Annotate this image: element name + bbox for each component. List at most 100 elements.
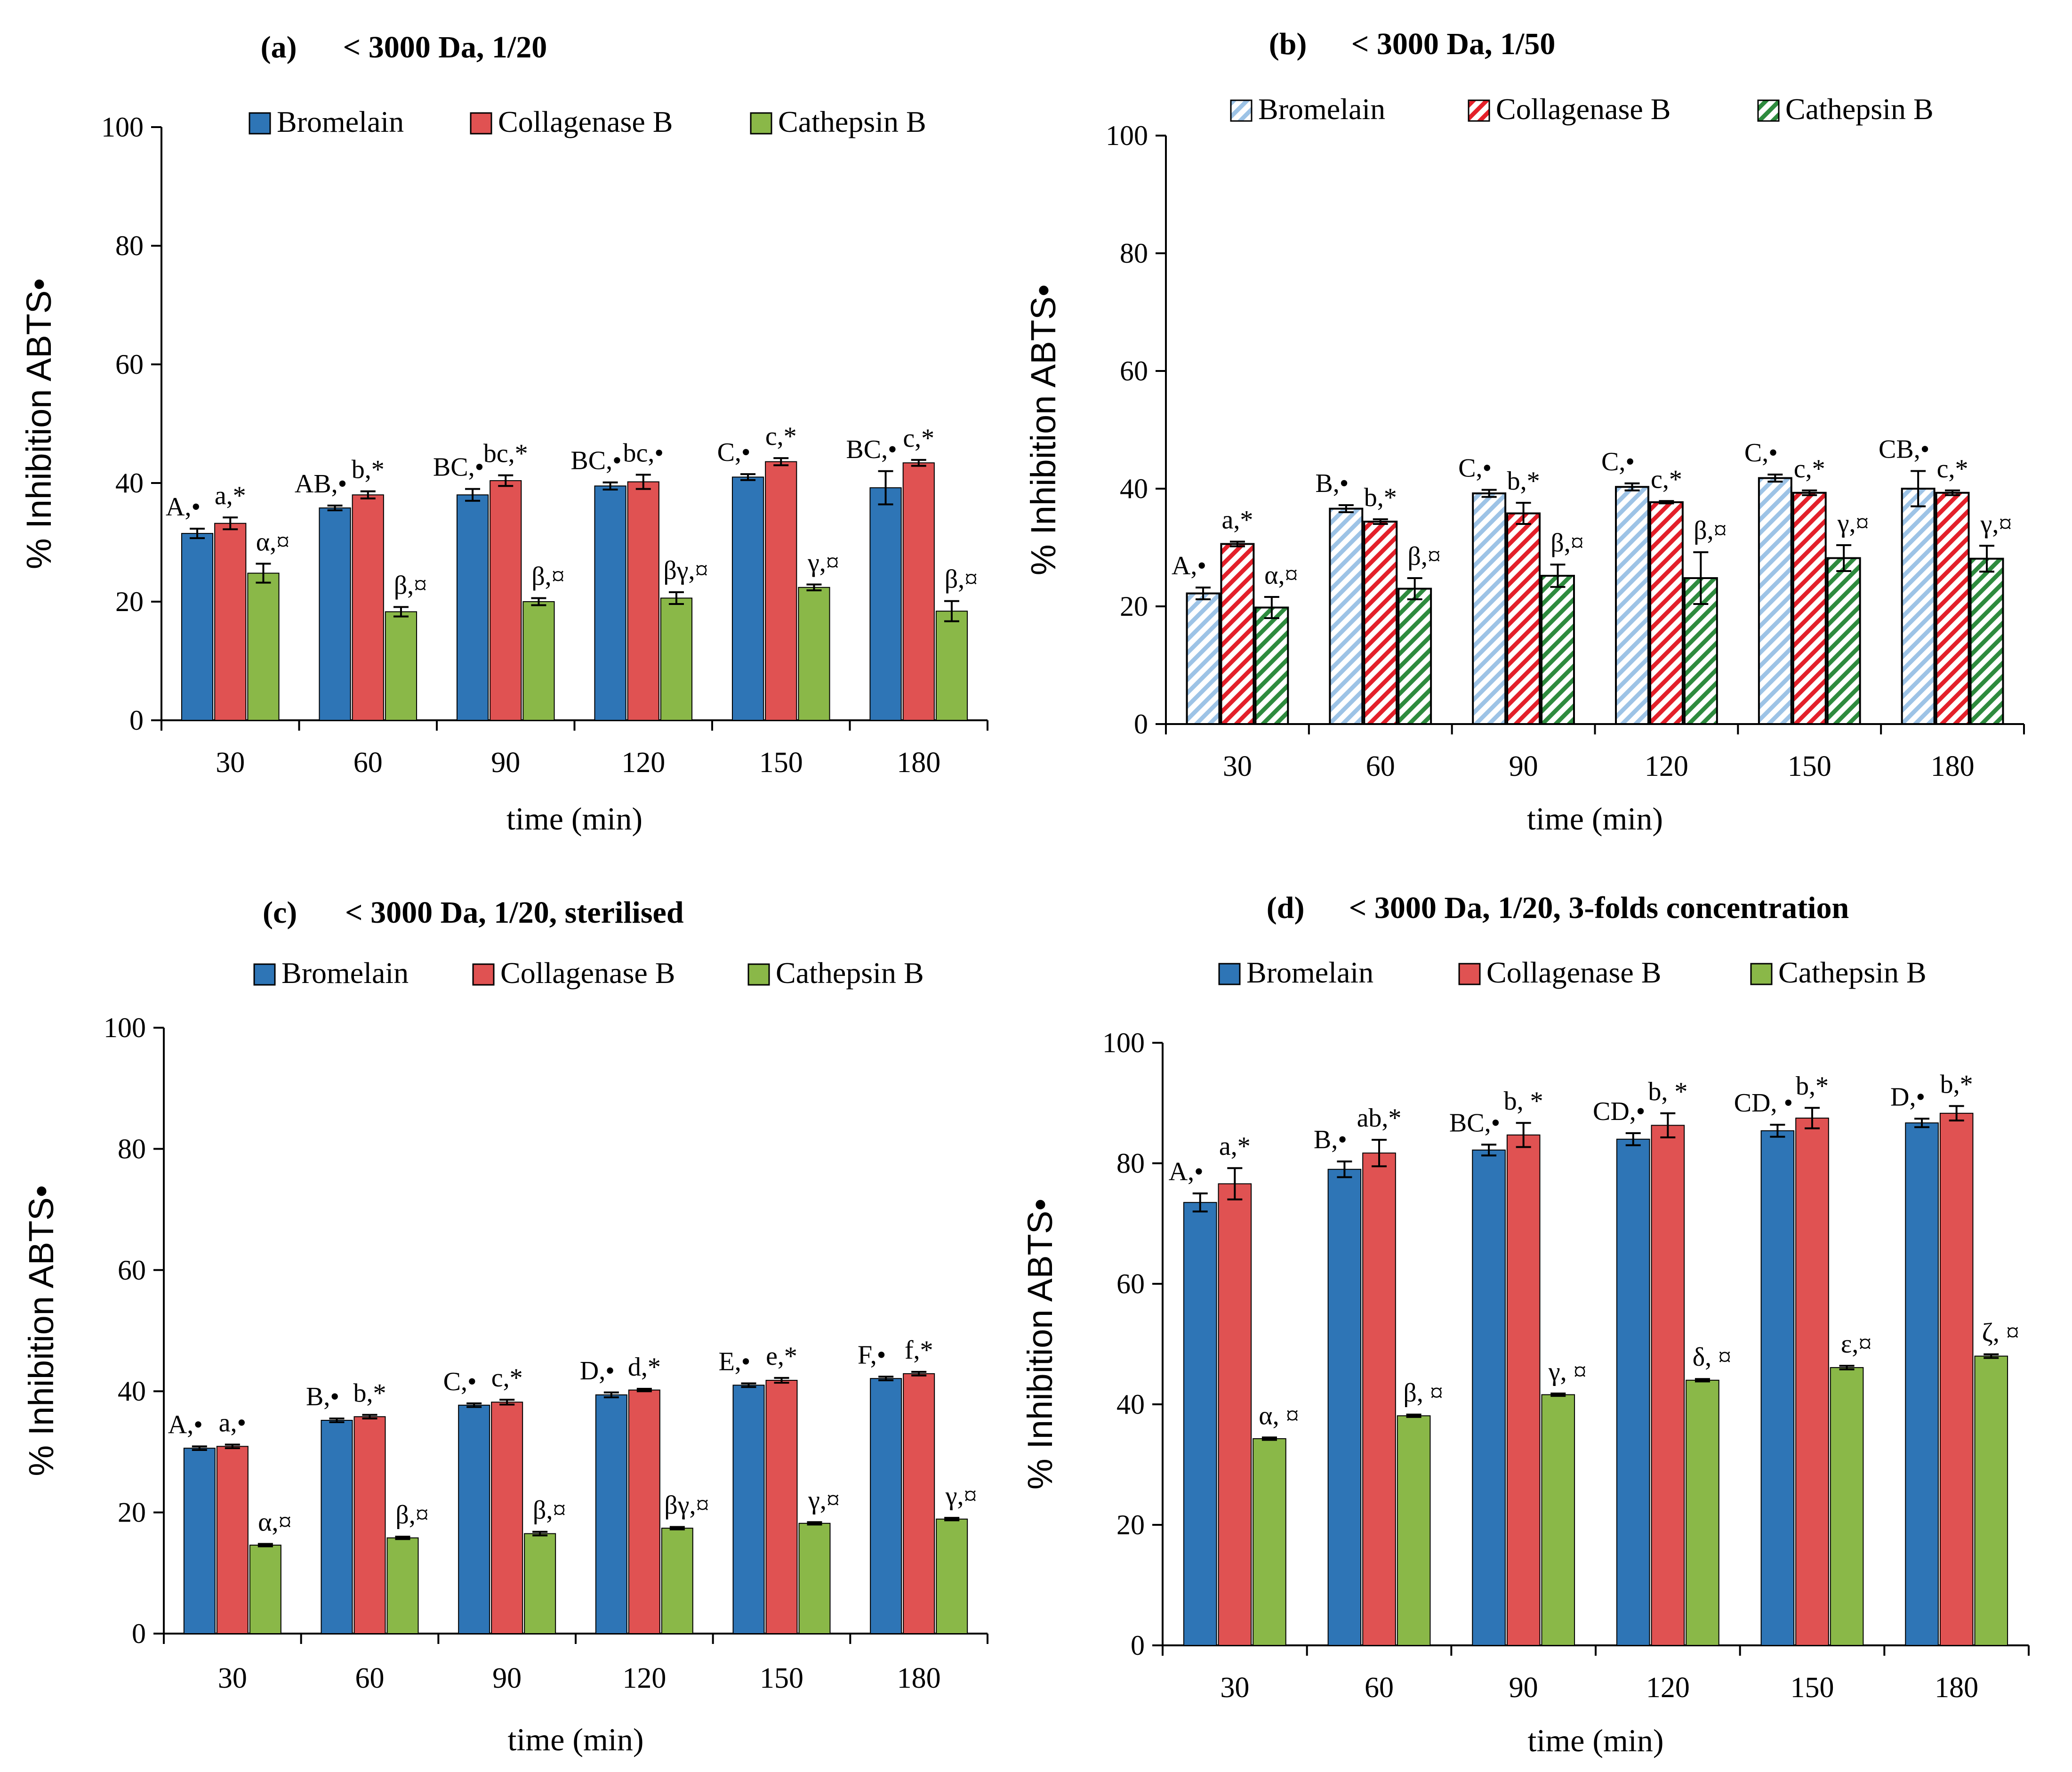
data-label-2-1: a,• xyxy=(219,1408,246,1437)
legend-swatch-2 xyxy=(470,112,492,135)
x-tick-label: 90 xyxy=(1509,750,1538,782)
y-tick-label: 40 xyxy=(1116,1389,1145,1420)
data-label-1-5: C,• xyxy=(717,438,751,467)
x-tick-label: 60 xyxy=(1365,1672,1394,1704)
data-label-3-5: γ,¤ xyxy=(808,1486,840,1515)
legend-label-3: Cathepsin B xyxy=(1785,92,1934,126)
y-tick-label: 20 xyxy=(1116,1509,1145,1540)
bar-1-4 xyxy=(595,1394,627,1635)
bar-1-6 xyxy=(1905,1122,1939,1646)
y-tick-label: 60 xyxy=(1120,355,1148,387)
y-tick-label: 80 xyxy=(1120,238,1148,269)
data-label-2-5: c,* xyxy=(765,422,797,451)
y-tick-label: 100 xyxy=(104,1012,146,1043)
x-axis-label: time (min) xyxy=(508,1722,644,1757)
chart-title: < 3000 Da, 1/20, sterilised xyxy=(345,895,684,930)
data-label-1-6: CB,• xyxy=(1879,435,1929,464)
bar-1-3 xyxy=(456,494,489,721)
bar-1-3 xyxy=(1472,492,1507,725)
bar-3-5 xyxy=(798,1522,831,1635)
bar-2-4 xyxy=(1649,501,1684,725)
data-label-1-1: A,• xyxy=(1169,1157,1204,1186)
bar-1-4 xyxy=(1616,1138,1650,1646)
bar-2-6 xyxy=(1939,1112,1974,1646)
data-label-2-5: b,* xyxy=(1796,1071,1829,1101)
legend-label-3: Cathepsin B xyxy=(778,105,926,138)
x-tick-label: 60 xyxy=(353,747,383,779)
data-label-2-1: a,* xyxy=(215,481,246,510)
data-label-2-3: c,* xyxy=(491,1363,523,1393)
y-tick-label: 0 xyxy=(1131,1630,1145,1661)
y-tick-label: 20 xyxy=(115,586,144,617)
data-label-1-6: F,• xyxy=(858,1340,886,1369)
data-label-2-6: f,* xyxy=(905,1336,933,1365)
bar-3-1 xyxy=(1253,1438,1286,1646)
data-label-1-3: BC,• xyxy=(1449,1108,1500,1137)
bar-3-2 xyxy=(385,611,418,721)
data-label-2-6: c,* xyxy=(903,424,934,453)
bar-1-6 xyxy=(870,1378,902,1635)
y-tick-label: 100 xyxy=(101,112,144,143)
bar-1-2 xyxy=(1327,1168,1362,1646)
y-tick-label: 80 xyxy=(1116,1148,1145,1179)
data-label-2-1: a,* xyxy=(1219,1132,1251,1161)
bar-1-1 xyxy=(1186,592,1221,725)
data-label-1-5: CD, • xyxy=(1734,1088,1793,1118)
legend-swatch-1 xyxy=(249,112,271,135)
x-tick-label: 30 xyxy=(216,747,245,779)
bar-2-1 xyxy=(214,523,247,721)
data-label-2-4: bc,• xyxy=(623,438,664,467)
bar-2-3 xyxy=(491,1401,523,1634)
x-tick-label: 30 xyxy=(218,1662,247,1694)
data-label-3-6: ζ, ¤ xyxy=(1982,1318,2019,1347)
x-tick-label: 150 xyxy=(1788,750,1831,782)
x-tick-label: 180 xyxy=(1935,1672,1978,1704)
bar-3-1 xyxy=(247,572,280,721)
data-label-2-2: b,* xyxy=(1364,483,1397,512)
chart-title: < 3000 Da, 1/20 xyxy=(343,30,547,64)
x-tick-label: 150 xyxy=(1791,1672,1834,1704)
data-label-1-4: C,• xyxy=(1601,447,1635,476)
bar-1-5 xyxy=(1758,477,1792,725)
x-tick-label: 150 xyxy=(760,1662,803,1694)
data-label-3-3: β,¤ xyxy=(531,562,565,591)
y-tick-label: 80 xyxy=(118,1133,146,1164)
y-tick-label: 40 xyxy=(115,467,144,499)
bar-1-4 xyxy=(594,485,626,721)
data-label-3-1: α, ¤ xyxy=(1259,1401,1299,1430)
data-label-3-6: β,¤ xyxy=(945,565,978,594)
legend-swatch-1 xyxy=(1218,963,1241,985)
legend-swatch-3 xyxy=(747,963,770,986)
data-label-1-4: D,• xyxy=(580,1356,615,1385)
legend-label-1: Bromelain xyxy=(1258,92,1385,126)
bar-1-2 xyxy=(1329,507,1364,725)
bar-2-1 xyxy=(216,1446,249,1634)
data-label-1-5: E,• xyxy=(719,1347,751,1376)
chart-panel-1: (a) < 3000 Da, 1/20 Bromelain Collagenase B… xyxy=(19,30,988,837)
y-axis-label: % Inhibition ABTS• xyxy=(19,278,58,569)
x-axis-label: time (min) xyxy=(1527,801,1663,837)
bar-2-2 xyxy=(1362,1152,1396,1646)
data-label-2-2: b,* xyxy=(352,455,385,484)
legend-swatch-1 xyxy=(253,963,276,986)
bar-2-4 xyxy=(1651,1125,1685,1646)
y-axis-label: % Inhibition ABTS• xyxy=(1024,284,1063,575)
bar-2-3 xyxy=(490,480,522,721)
chart-panel-3: (c) < 3000 Da, 1/20, sterilised Bromelain C… xyxy=(22,895,988,1757)
data-label-1-6: BC,• xyxy=(846,435,897,464)
bar-1-3 xyxy=(458,1404,490,1635)
data-label-3-1: α,¤ xyxy=(256,527,289,556)
data-label-3-2: β,¤ xyxy=(395,1500,429,1530)
bar-2-5 xyxy=(1795,1118,1829,1646)
data-label-2-2: ab,* xyxy=(1357,1103,1402,1133)
data-label-3-5: ε,¤ xyxy=(1841,1329,1872,1359)
y-tick-label: 60 xyxy=(1116,1268,1145,1299)
data-label-1-5: C,• xyxy=(1744,438,1778,467)
data-label-1-4: CD,• xyxy=(1593,1097,1645,1126)
data-label-3-2: β,¤ xyxy=(1407,542,1441,571)
bar-3-6 xyxy=(1969,557,2004,725)
bar-3-5 xyxy=(1826,557,1861,725)
data-label-1-2: B,• xyxy=(1315,469,1349,498)
legend-swatch-1 xyxy=(1230,99,1253,122)
bar-2-2 xyxy=(353,1416,386,1634)
